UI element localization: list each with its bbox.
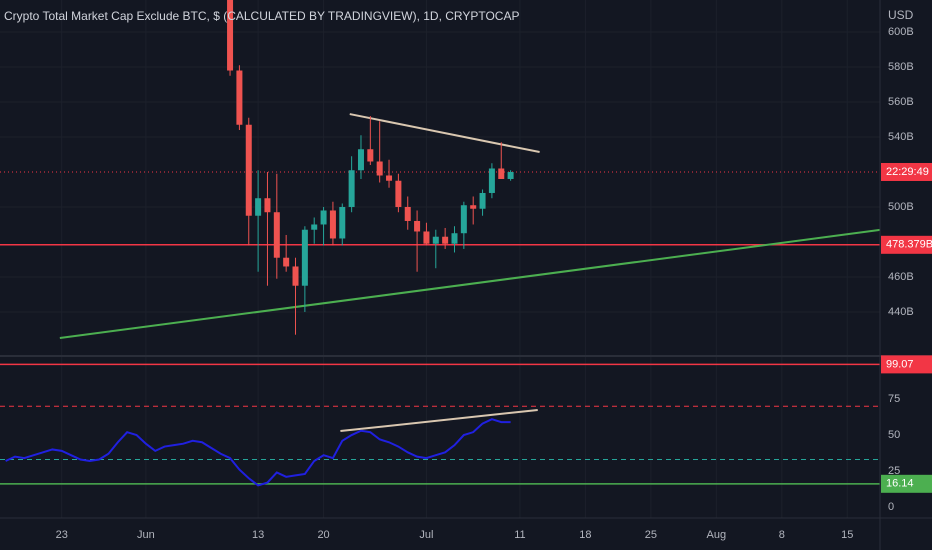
candle-body: [386, 175, 393, 181]
candle-body: [245, 124, 252, 216]
y-tick-label: 600B: [888, 26, 914, 38]
candle-body: [320, 210, 327, 225]
candle-body: [442, 236, 449, 244]
candle-body: [488, 168, 495, 193]
candle-body: [451, 233, 458, 244]
y-tick-label: 50: [888, 429, 900, 441]
candle-body: [329, 210, 336, 239]
candle-body: [311, 224, 318, 230]
trend-line: [59, 228, 881, 340]
x-tick-label: 20: [317, 529, 329, 541]
x-tick-label: 23: [56, 529, 68, 541]
y-tick-label: 580B: [888, 61, 914, 73]
rsi-line: [5, 418, 511, 487]
candle-body: [395, 180, 402, 207]
level-label: 478.379B: [886, 239, 932, 251]
labels: 23 Jun 13 20 Jul 11 18 25 Aug 8 15 440B 460B 500B 540B…: [56, 26, 932, 541]
trend-line: [340, 409, 538, 433]
candle-body: [292, 266, 299, 286]
candle-body: [423, 231, 430, 244]
candle-body: [339, 206, 346, 239]
candle-body: [255, 198, 262, 216]
candle-body: [348, 170, 355, 207]
candle-body: [432, 236, 439, 244]
y-tick-label: 75: [888, 393, 900, 405]
currency-label: USD: [888, 8, 914, 22]
y-tick-label: 540B: [888, 131, 914, 143]
candle-body: [414, 220, 421, 232]
x-tick-label: 18: [579, 529, 591, 541]
candle-body: [376, 161, 383, 176]
y-tick-label: 560B: [888, 96, 914, 108]
x-tick-label: Jul: [419, 529, 433, 541]
y-tick-label: 500B: [888, 201, 914, 213]
x-tick-label: 15: [841, 529, 853, 541]
level-label: 99.07: [886, 358, 914, 370]
candle-body: [301, 229, 308, 286]
y-tick-label: 0: [888, 501, 894, 513]
level-label-box: [881, 355, 932, 374]
candle-body: [236, 70, 243, 125]
level-label-box: [881, 474, 932, 493]
level-label: 22:29:49: [886, 166, 929, 178]
x-tick-label: 11: [514, 529, 525, 541]
y-tick-label: 460B: [888, 271, 914, 283]
y-tick-label: 440B: [888, 306, 914, 318]
x-tick-label: Aug: [707, 529, 727, 541]
candle-body: [273, 212, 280, 258]
level-label: 16.14: [886, 478, 914, 490]
x-tick-label: 8: [779, 529, 785, 541]
candle-body: [264, 198, 271, 213]
chart-title: Crypto Total Market Cap Exclude BTC, $ (…: [4, 9, 519, 23]
candle-body: [367, 149, 374, 162]
y-tick-label: 25: [888, 465, 900, 477]
candle-body: [460, 205, 467, 234]
level-label-box: [881, 162, 932, 181]
candle-body: [498, 168, 505, 179]
candle-body: [507, 171, 514, 179]
grid: [0, 0, 880, 518]
trend-line: [349, 113, 540, 154]
x-tick-label: Jun: [137, 529, 155, 541]
marks: [0, 0, 881, 487]
candle-body: [404, 206, 411, 221]
candle-body: [470, 205, 477, 209]
candle-body: [227, 0, 234, 71]
x-tick-label: 13: [252, 529, 264, 541]
level-label-box: [881, 235, 932, 254]
candle-body: [479, 192, 486, 209]
x-tick-label: 25: [645, 529, 657, 541]
candle-body: [357, 149, 364, 171]
candle-body: [283, 257, 290, 267]
